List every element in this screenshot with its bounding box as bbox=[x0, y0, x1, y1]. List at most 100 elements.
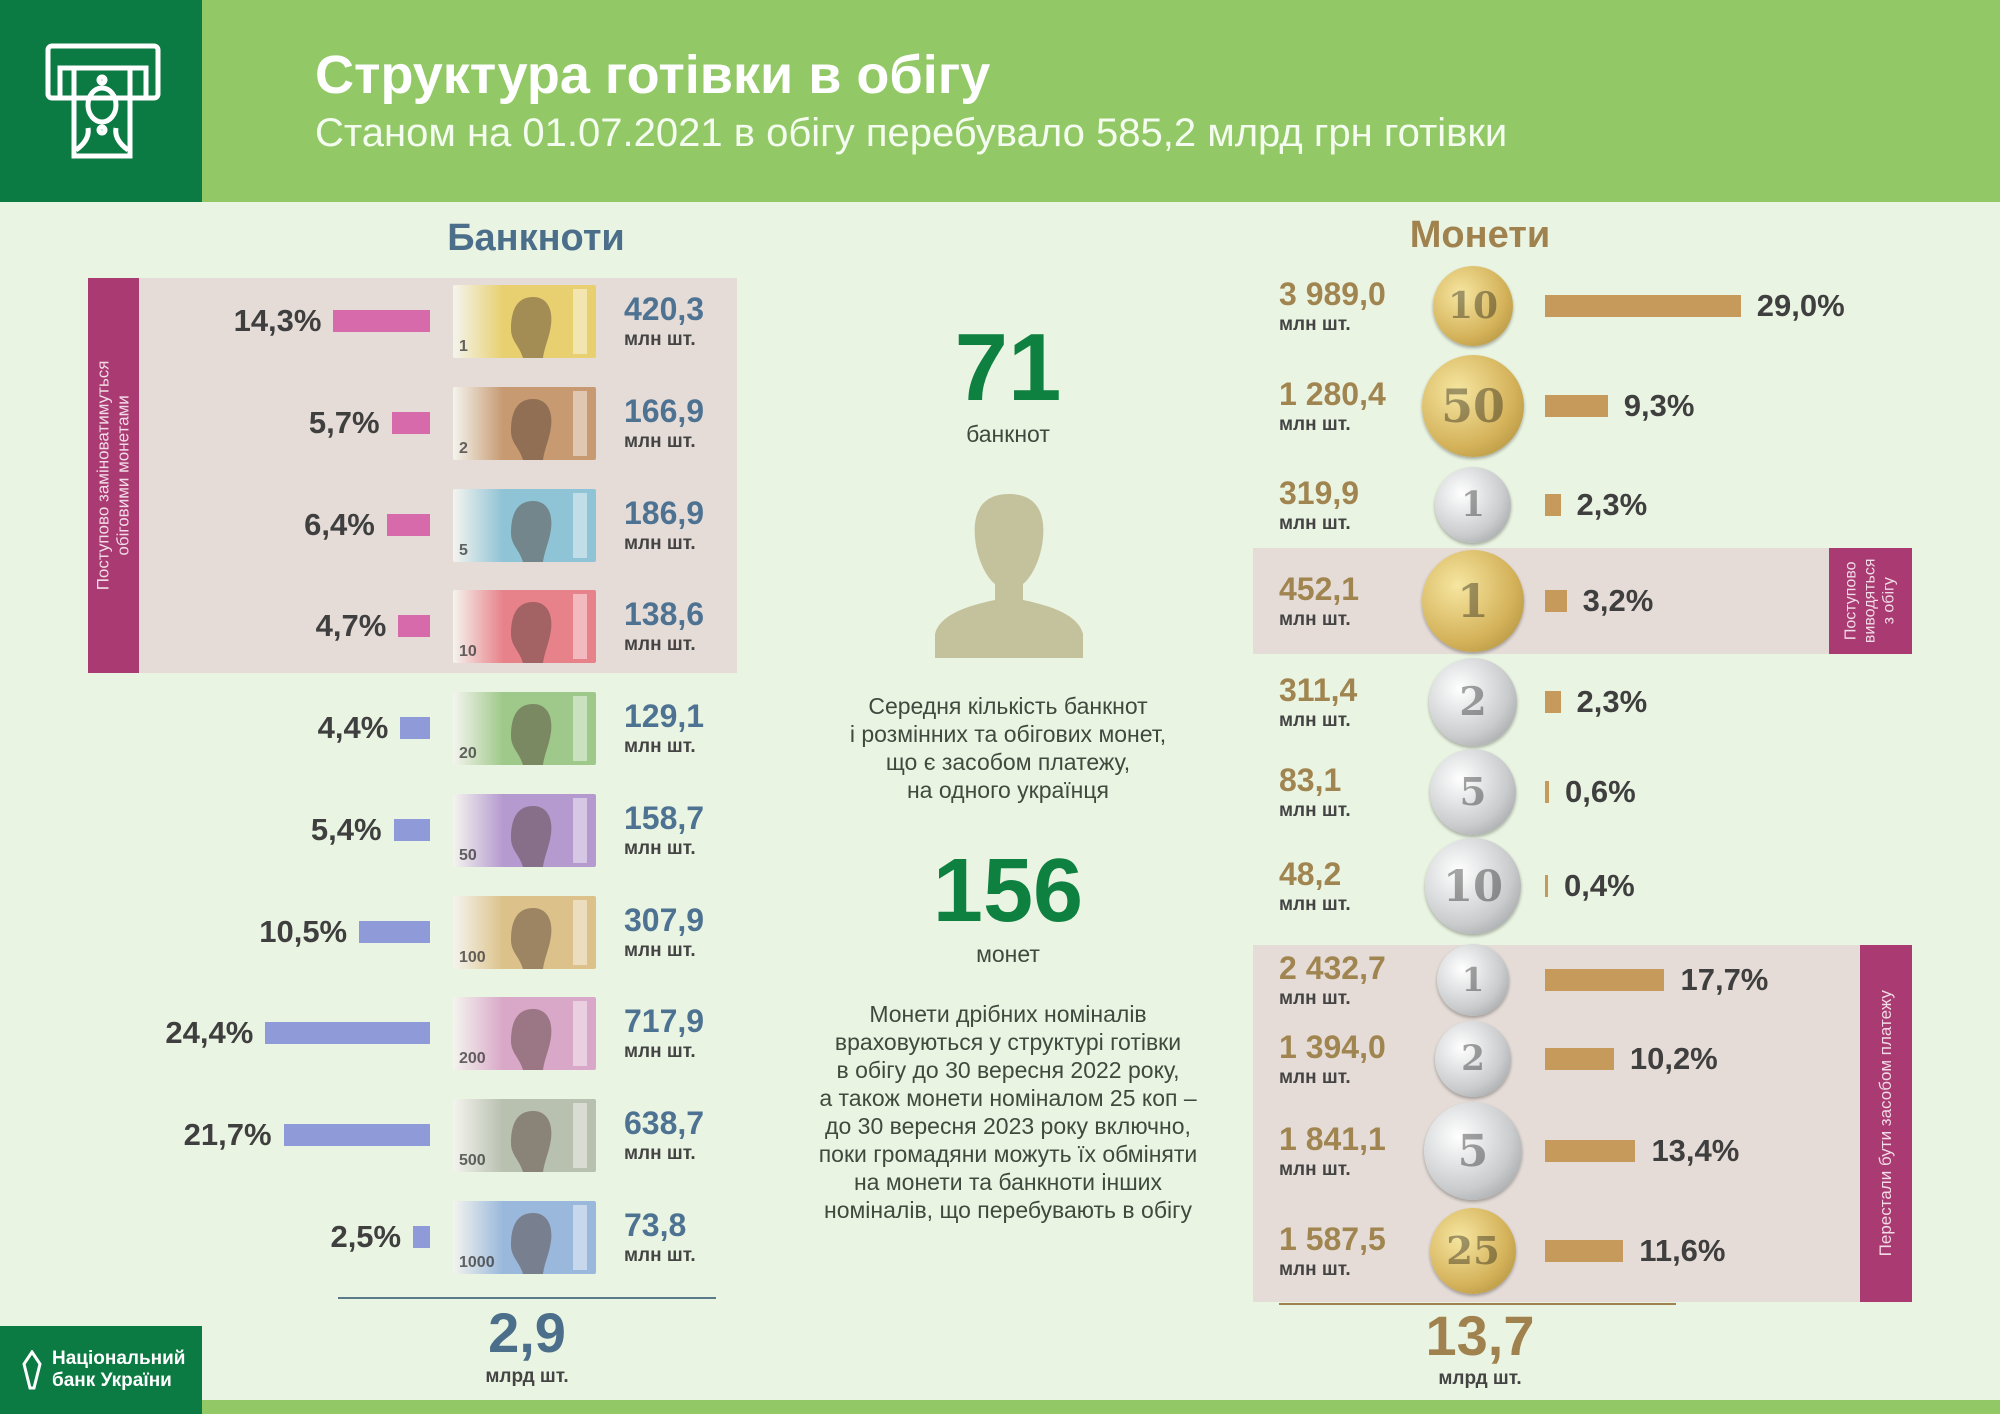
coin-quantity: 452,1 bbox=[1279, 571, 1360, 607]
coin-share-bar bbox=[1545, 1140, 1636, 1162]
coin-unit: млн шт. bbox=[1279, 1159, 1351, 1180]
divider bbox=[1279, 1303, 1676, 1305]
banknote-quantity: 166,9 bbox=[624, 393, 705, 429]
banknote-image: 50 bbox=[453, 794, 596, 867]
coin-share: 2,3% bbox=[1576, 684, 1648, 719]
banknote-quantity: 129,1 bbox=[624, 698, 705, 734]
coin-image: 1 bbox=[1437, 944, 1509, 1016]
coin-share: 9,3% bbox=[1623, 388, 1695, 423]
small-coins-note: Монети дрібних номіналів враховуються у с… bbox=[778, 1000, 1238, 1224]
banknote-share-bar bbox=[283, 1124, 430, 1146]
banknote-unit: млн шт. bbox=[624, 431, 696, 452]
coin-image: 1 bbox=[1435, 467, 1511, 543]
text-line: номіналів, що перебувають в обігу bbox=[824, 1197, 1192, 1223]
coin-quantity: 83,1 bbox=[1279, 762, 1342, 798]
coin-share-bar bbox=[1545, 1048, 1614, 1070]
coin-quantity: 311,4 bbox=[1279, 672, 1358, 708]
logo-text: банк України bbox=[52, 1370, 172, 1391]
banknote-image: 1 bbox=[453, 285, 596, 358]
coin-image: 2 bbox=[1435, 1021, 1511, 1097]
coin-share: 17,7% bbox=[1680, 962, 1769, 997]
banknote-share: 5,4% bbox=[310, 812, 382, 847]
atm-cash-icon bbox=[45, 43, 161, 159]
coin-share-bar bbox=[1545, 1240, 1624, 1262]
replaced-banknotes-box bbox=[88, 278, 737, 673]
replaced-banknotes-label: Поступово заміноватимуться обіговими моне… bbox=[88, 278, 139, 673]
coin-share: 0,4% bbox=[1564, 868, 1635, 903]
banknote-image: 20 bbox=[453, 692, 596, 765]
banknote-unit: млн шт. bbox=[624, 1041, 696, 1062]
nbu-emblem-icon bbox=[22, 1350, 42, 1390]
banknote-share: 14,3% bbox=[233, 303, 322, 338]
coin-share-bar bbox=[1545, 395, 1608, 417]
banknote-unit: млн шт. bbox=[624, 838, 696, 859]
svg-text:100: 100 bbox=[459, 949, 486, 966]
text-line: на монети та банкноти інших bbox=[853, 1169, 1163, 1195]
banknote-share: 2,5% bbox=[330, 1219, 402, 1254]
svg-text:20: 20 bbox=[459, 745, 477, 762]
coin-share: 0,6% bbox=[1565, 774, 1636, 809]
banknote-share: 21,7% bbox=[183, 1117, 272, 1152]
strip-line: Поступово bbox=[1842, 561, 1860, 641]
withdrawn-coins-label: Поступово виводяться з обігу bbox=[1829, 548, 1912, 654]
banknote-share-bar bbox=[265, 1022, 430, 1044]
banknote-unit: млн шт. bbox=[624, 736, 696, 757]
coin-unit: млн шт. bbox=[1279, 414, 1351, 435]
banknote-image: 1000 bbox=[453, 1201, 596, 1274]
banknotes-total-unit: млрд шт. bbox=[485, 1366, 569, 1387]
text-line: Середня кількість банкнот bbox=[868, 693, 1148, 719]
svg-text:10: 10 bbox=[459, 643, 477, 660]
coin-unit: млн шт. bbox=[1279, 1259, 1351, 1280]
banknote-share-bar bbox=[398, 615, 430, 637]
banknotes-title: Банкноти bbox=[447, 217, 625, 259]
coin-share: 13,4% bbox=[1651, 1133, 1740, 1168]
banknote-quantity: 717,9 bbox=[624, 1003, 705, 1039]
text-line: на одного українця bbox=[906, 777, 1109, 803]
banknote-image: 500 bbox=[453, 1099, 596, 1172]
banknotes-total: 2,9 bbox=[488, 1301, 566, 1364]
coin-unit: млн шт. bbox=[1279, 314, 1351, 335]
banknote-unit: млн шт. bbox=[624, 329, 696, 350]
strip-line: обіговими монетами bbox=[113, 395, 133, 556]
text-line: і розмінних та обігових монет, bbox=[849, 721, 1167, 747]
coins-per-capita-label: монет bbox=[976, 941, 1040, 967]
coin-quantity: 1 394,0 bbox=[1279, 1029, 1386, 1065]
strip-line: виводяться bbox=[1861, 558, 1879, 644]
banknote-share: 4,7% bbox=[315, 608, 387, 643]
coin-unit: млн шт. bbox=[1279, 894, 1351, 915]
banknote-unit: млн шт. bbox=[624, 634, 696, 655]
text-line: а також монети номіналом 25 коп – bbox=[819, 1085, 1197, 1111]
page-title: Структура готівки в обігу bbox=[315, 45, 991, 105]
banknote-share: 5,7% bbox=[308, 405, 380, 440]
coin-share: 3,2% bbox=[1582, 583, 1654, 618]
svg-text:5: 5 bbox=[459, 542, 468, 559]
coin-image: 10 bbox=[1425, 838, 1521, 934]
coin-unit: млн шт. bbox=[1279, 710, 1351, 731]
coin-image: 25 bbox=[1430, 1208, 1516, 1294]
coin-share-bar bbox=[1545, 781, 1550, 803]
strip-line: з обігу bbox=[1881, 577, 1899, 625]
stopped-coins-label: Перестали бути засобом платежу bbox=[1860, 945, 1912, 1302]
coin-share: 11,6% bbox=[1639, 1233, 1726, 1268]
coin-quantity: 1 280,4 bbox=[1279, 376, 1386, 412]
strip-line: Поступово заміноватимуться bbox=[93, 360, 113, 591]
person-silhouette-icon bbox=[935, 494, 1083, 658]
banknotes-per-capita: 71 bbox=[954, 314, 1062, 421]
banknote-image: 200 bbox=[453, 997, 596, 1070]
banknote-image: 10 bbox=[453, 590, 596, 663]
svg-text:200: 200 bbox=[459, 1050, 486, 1067]
coin-share: 2,3% bbox=[1576, 487, 1648, 522]
text-line: в обігу до 30 вересня 2022 року, bbox=[836, 1057, 1180, 1083]
coin-unit: млн шт. bbox=[1279, 1067, 1351, 1088]
banknote-quantity: 158,7 bbox=[624, 800, 705, 836]
banknote-quantity: 420,3 bbox=[624, 291, 705, 327]
coin-quantity: 48,2 bbox=[1279, 856, 1342, 892]
banknote-quantity: 638,7 bbox=[624, 1105, 705, 1141]
coins-title: Монети bbox=[1409, 214, 1551, 256]
coin-image: 5 bbox=[1430, 749, 1516, 835]
banknote-quantity: 138,6 bbox=[624, 596, 705, 632]
logo-box bbox=[0, 0, 202, 202]
banknote-unit: млн шт. bbox=[624, 1245, 696, 1266]
text-line: до 30 вересня 2023 року включно, bbox=[825, 1113, 1191, 1139]
banknote-image: 2 bbox=[453, 387, 596, 460]
